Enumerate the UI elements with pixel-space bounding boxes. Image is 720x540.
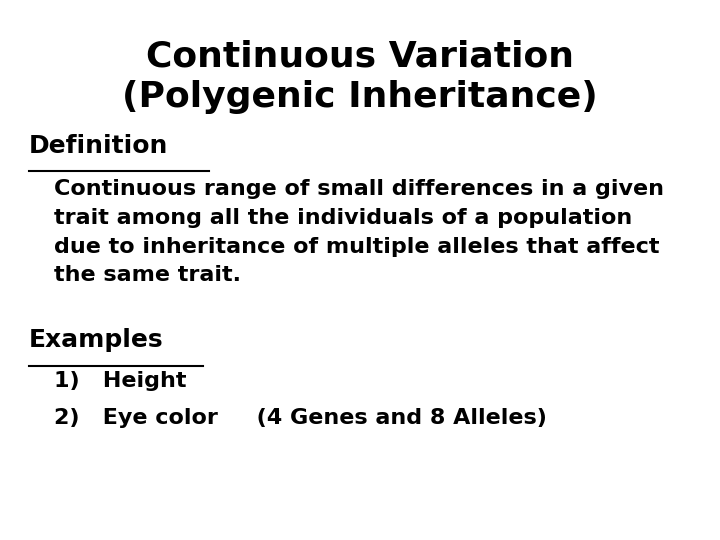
Text: Continuous Variation: Continuous Variation: [146, 40, 574, 73]
Text: 2)   Eye color     (4 Genes and 8 Alleles): 2) Eye color (4 Genes and 8 Alleles): [54, 408, 547, 429]
Text: Examples: Examples: [29, 328, 163, 352]
Text: Continuous range of small differences in a given
trait among all the individuals: Continuous range of small differences in…: [54, 179, 664, 286]
Text: (Polygenic Inheritance): (Polygenic Inheritance): [122, 80, 598, 114]
Text: 1)   Height: 1) Height: [54, 370, 186, 391]
Text: Definition: Definition: [29, 134, 168, 158]
